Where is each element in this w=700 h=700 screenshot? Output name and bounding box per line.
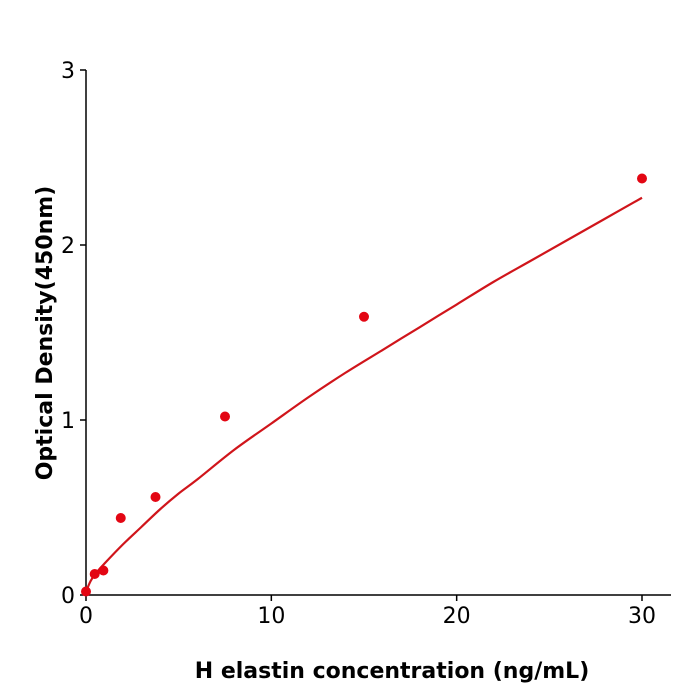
x-tick-label: 10 bbox=[257, 604, 285, 629]
fit-curve bbox=[84, 196, 643, 592]
data-point bbox=[115, 513, 126, 523]
ticks: 0 10 20 30 0 1 2 3 bbox=[61, 59, 656, 629]
y-tick-label: 2 bbox=[61, 234, 75, 259]
data-point bbox=[220, 411, 230, 422]
data-point bbox=[359, 311, 369, 322]
data-point bbox=[637, 173, 647, 184]
axes bbox=[85, 70, 671, 596]
data-point bbox=[89, 569, 100, 579]
y-tick-label: 0 bbox=[61, 584, 75, 609]
y-tick-label: 1 bbox=[61, 409, 75, 434]
x-axis-title: H elastin concentration (ng/mL) bbox=[195, 659, 590, 684]
y-axis-title: Optical Density(450nm) bbox=[33, 186, 58, 481]
x-tick-label: 0 bbox=[79, 604, 93, 629]
data-points bbox=[81, 173, 647, 597]
x-tick-label: 20 bbox=[443, 604, 471, 629]
data-point bbox=[81, 586, 91, 597]
y-tick-label: 3 bbox=[61, 59, 75, 84]
data-point bbox=[98, 565, 109, 576]
x-tick-label: 30 bbox=[628, 604, 656, 629]
data-point bbox=[150, 492, 161, 502]
fit-curve-line bbox=[84, 196, 643, 592]
